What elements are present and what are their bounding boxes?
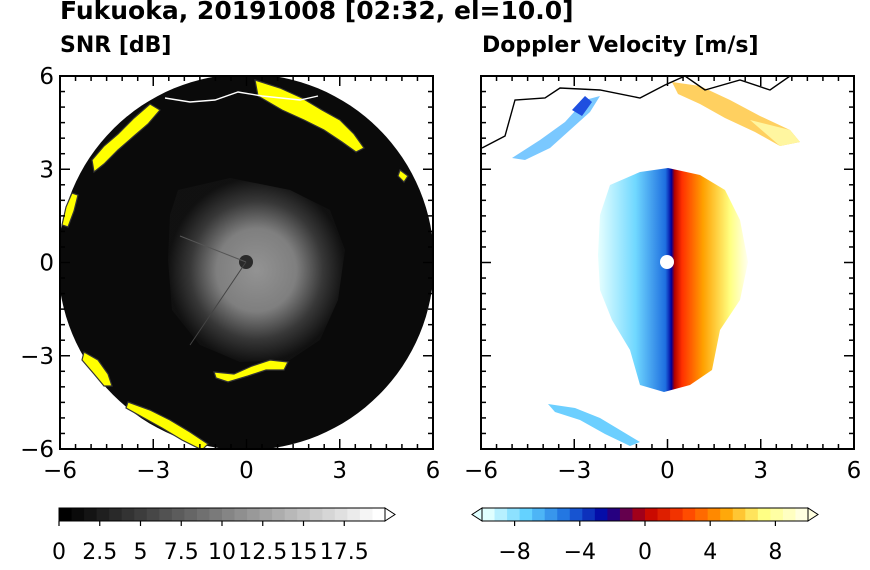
velocity-colorbar-color-cell — [532, 508, 546, 521]
snr-colorbar-color-cell — [59, 508, 73, 521]
snr-colorbar-color-cell — [209, 508, 223, 521]
velocity-colorbar-color-cell — [582, 508, 596, 521]
velocity-colorbar-tick-label: 4 — [703, 540, 717, 565]
velocity-colorbar-tick-label: −4 — [564, 540, 596, 565]
snr-x-tick-label: −3 — [136, 458, 170, 484]
snr-colorbar-tick-label: 7.5 — [164, 540, 199, 565]
snr-colorbar-color-cell — [347, 508, 361, 521]
velocity-x-tick-label: 6 — [847, 458, 862, 484]
snr-panel-title: SNR [dB] — [60, 33, 172, 58]
snr-colorbar-color-cell — [109, 508, 123, 521]
velocity-colorbar-color-cell — [795, 508, 809, 521]
snr-colorbar-color-cell — [359, 508, 373, 521]
velocity-colorbar-color-cell — [745, 508, 759, 521]
snr-echo-region — [168, 178, 345, 362]
snr-colorbar-color-cell — [247, 508, 261, 521]
velocity-colorbar-color-cell — [494, 508, 508, 521]
velocity-colorbar-color-cell — [544, 508, 558, 521]
velocity-colorbar-tick-label: −8 — [498, 540, 530, 565]
velocity-colorbar-color-cell — [695, 508, 709, 521]
snr-colorbar-tick-label: 10 — [208, 540, 236, 565]
velocity-colorbar-color-cell — [619, 508, 633, 521]
snr-colorbar-color-cell — [297, 508, 311, 521]
snr-colorbar-color-cell — [171, 508, 185, 521]
snr-colorbar-tick-label: 12.5 — [238, 540, 287, 565]
velocity-x-tick-label: 3 — [753, 458, 768, 484]
velocity-x-tick-label: −6 — [464, 458, 498, 484]
snr-colorbar: 0 2.5 5 7.5 10 12.5 15 17.5 — [52, 507, 396, 565]
snr-colorbar-tick-label: 0 — [52, 540, 66, 565]
velocity-colorbar-color-cell — [645, 508, 659, 521]
velocity-colorbar-color-cell — [519, 508, 533, 521]
snr-y-tick-label: −6 — [20, 437, 54, 463]
snr-colorbar-color-cell — [159, 508, 173, 521]
snr-colorbar-color-cell — [71, 508, 85, 521]
snr-colorbar-color-cell — [334, 508, 348, 521]
velocity-axis-ticks: −6 −3 0 3 6 — [464, 75, 862, 484]
snr-x-tick-label: 3 — [332, 458, 347, 484]
velocity-x-tick-label: 0 — [660, 458, 675, 484]
snr-colorbar-color-cell — [134, 508, 148, 521]
snr-colorbar-extend-right — [384, 507, 396, 522]
snr-colorbar-color-cell — [372, 508, 386, 521]
snr-y-tick-label: 0 — [39, 251, 54, 277]
snr-colorbar-color-cell — [184, 508, 198, 521]
snr-colorbar-color-cell — [309, 508, 323, 521]
velocity-colorbar: −8 −4 0 4 8 — [471, 507, 819, 565]
velocity-colorbar-color-cell — [657, 508, 671, 521]
snr-colorbar-color-cell — [196, 508, 210, 521]
radar-site-marker-velocity — [660, 255, 674, 269]
figure-title: Fukuoka, 20191008 [02:32, el=10.0] — [60, 0, 574, 25]
snr-colorbar-color-cell — [146, 508, 160, 521]
snr-colorbar-color-cell — [121, 508, 135, 521]
velocity-echo-southwest — [548, 404, 640, 446]
velocity-colorbar-color-cell — [757, 508, 771, 521]
snr-x-tick-label: −6 — [43, 458, 77, 484]
velocity-colorbar-color-cell — [607, 508, 621, 521]
snr-axis-ticks: −6 −3 0 3 6 6 3 0 −3 −6 — [20, 64, 440, 484]
snr-colorbar-color-cell — [96, 508, 110, 521]
snr-colorbar-color-cell — [284, 508, 298, 521]
velocity-colorbar-color-cell — [594, 508, 608, 521]
velocity-colorbar-extend-right — [807, 507, 819, 522]
snr-x-tick-label: 6 — [426, 458, 441, 484]
velocity-panel-title: Doppler Velocity [m/s] — [482, 33, 759, 58]
snr-colorbar-color-cell — [234, 508, 248, 521]
velocity-colorbar-color-cell — [732, 508, 746, 521]
snr-y-tick-label: −3 — [20, 344, 54, 370]
velocity-colorbar-color-cell — [707, 508, 721, 521]
velocity-coastline — [481, 76, 791, 149]
snr-colorbar-color-cell — [272, 508, 286, 521]
velocity-colorbar-tick-label: 0 — [638, 540, 652, 565]
snr-colorbar-tick-label: 17.5 — [320, 540, 369, 565]
snr-colorbar-tick-label: 2.5 — [82, 540, 117, 565]
velocity-colorbar-color-cell — [770, 508, 784, 521]
snr-colorbar-tick-label: 5 — [134, 540, 148, 565]
snr-y-tick-label: 3 — [39, 157, 54, 183]
snr-colorbar-color-cell — [322, 508, 336, 521]
snr-plot-area — [60, 76, 433, 449]
snr-colorbar-color-cell — [259, 508, 273, 521]
velocity-colorbar-color-cell — [569, 508, 583, 521]
velocity-plot-area — [481, 76, 800, 446]
velocity-colorbar-color-cell — [782, 508, 796, 521]
snr-x-tick-label: 0 — [239, 458, 254, 484]
velocity-colorbar-extend-left — [471, 507, 483, 522]
velocity-colorbar-tick-label: 8 — [768, 540, 782, 565]
snr-colorbar-tick-label: 15 — [290, 540, 318, 565]
snr-colorbar-color-cell — [222, 508, 236, 521]
snr-y-tick-label: 6 — [39, 64, 54, 90]
velocity-x-tick-label: −3 — [557, 458, 591, 484]
velocity-colorbar-color-cell — [482, 508, 496, 521]
velocity-echo-region — [598, 168, 748, 392]
velocity-colorbar-color-cell — [670, 508, 684, 521]
velocity-colorbar-color-cell — [720, 508, 734, 521]
velocity-colorbar-color-cell — [507, 508, 521, 521]
velocity-colorbar-color-cell — [682, 508, 696, 521]
snr-coastline — [164, 91, 319, 103]
velocity-colorbar-color-cell — [557, 508, 571, 521]
snr-colorbar-color-cell — [84, 508, 98, 521]
velocity-colorbar-color-cell — [632, 508, 646, 521]
